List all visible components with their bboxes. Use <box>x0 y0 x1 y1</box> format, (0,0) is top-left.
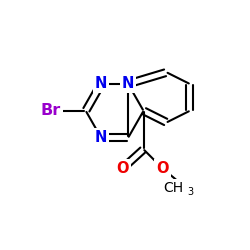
Text: N: N <box>95 76 107 92</box>
Text: 3: 3 <box>188 187 194 197</box>
Text: N: N <box>122 76 134 92</box>
Text: N: N <box>95 130 107 145</box>
Text: CH: CH <box>163 181 183 195</box>
Text: Br: Br <box>41 103 61 118</box>
Text: O: O <box>156 161 169 176</box>
Text: O: O <box>116 161 128 176</box>
